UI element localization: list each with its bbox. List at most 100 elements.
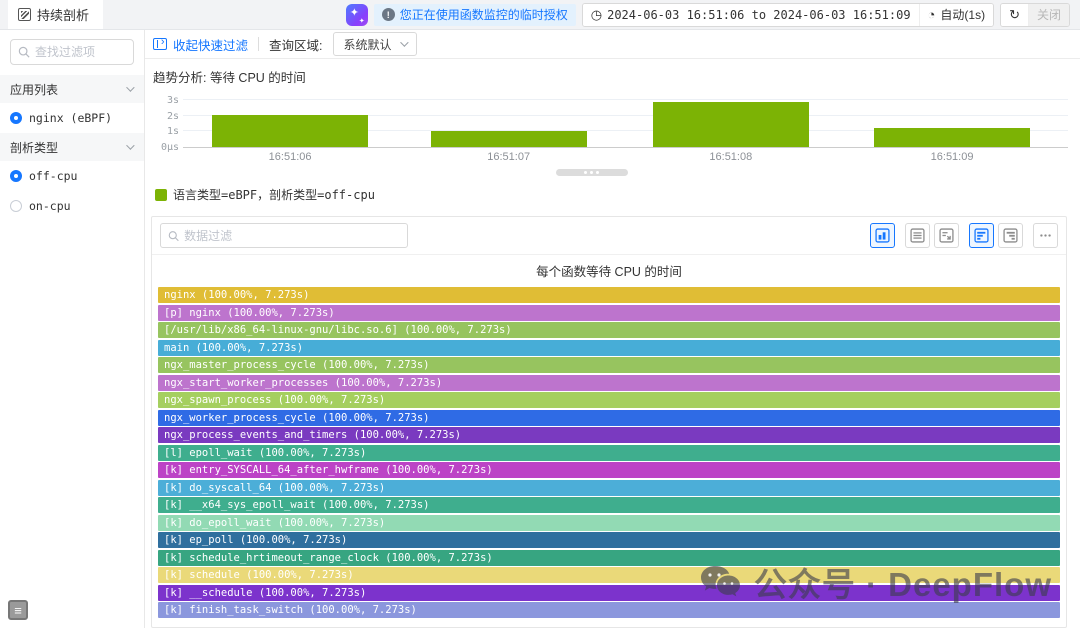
flame-row[interactable]: [/usr/lib/x86_64-linux-gnu/libc.so.6] (1… — [158, 322, 1060, 338]
divider — [258, 37, 260, 51]
sidebar-section-header[interactable]: 应用列表 — [0, 75, 144, 103]
ellipsis-icon — [1038, 228, 1053, 243]
refresh-button[interactable]: ↻ — [1001, 3, 1028, 26]
ai-assistant-button[interactable]: ✦ ✦ — [345, 3, 368, 26]
legend-label: 语言类型=eBPF，剖析类型=off-cpu — [173, 188, 375, 202]
chart-scrollbar[interactable] — [555, 169, 628, 176]
flame-row[interactable]: ngx_start_worker_processes (100.00%, 7.2… — [158, 374, 1060, 391]
flame-row[interactable]: main (100.00%, 7.273s) — [158, 339, 1060, 356]
flame-row[interactable]: [k] __x64_sys_epoll_wait (100.00%, 7.273… — [158, 497, 1060, 513]
flame-row[interactable]: ngx_process_events_and_timers (100.00%, … — [158, 427, 1060, 443]
region-select[interactable]: 系统默认 — [332, 32, 417, 56]
flame-row[interactable]: [p] nginx (100.00%, 7.273s) — [158, 304, 1060, 321]
sidebar: 应用列表 nginx (eBPF) 剖析类型 off-cpu on-cpu ≡ — [0, 30, 145, 628]
data-filter-search[interactable] — [160, 223, 408, 248]
sidebar-search-input[interactable] — [35, 45, 126, 59]
flame-row[interactable]: [k] do_syscall_64 (100.00%, 7.273s) — [158, 479, 1060, 496]
y-tick-label: 2s — [166, 110, 179, 122]
trend-bar-16:51:09[interactable] — [874, 128, 1030, 147]
flame-row[interactable]: nginx (100.00%, 7.273s) — [158, 287, 1060, 303]
sidebar-item-on-cpu[interactable]: on-cpu — [0, 191, 144, 221]
sparkle-small-icon: ✦ — [358, 17, 365, 25]
gridline — [183, 99, 1068, 100]
flame-row[interactable]: [k] finish_task_switch (100.00%, 7.273s) — [158, 602, 1060, 618]
data-filter-input[interactable] — [184, 228, 400, 243]
shortcut-panel-button[interactable]: ≡ — [8, 600, 28, 620]
dot-icon — [584, 171, 588, 174]
tab-label: 持续剖析 — [37, 8, 90, 23]
flame-row[interactable]: [k] __schedule (100.00%, 7.273s) — [158, 584, 1060, 601]
flame-graph-title: 每个函数等待 CPU 的时间 — [536, 265, 682, 279]
item-label: on-cpu — [29, 199, 71, 213]
pivot-view-button[interactable] — [934, 223, 959, 248]
sidebar-item-nginx-ebpf-[interactable]: nginx (eBPF) — [0, 103, 144, 133]
trend-bar-16:51:06[interactable] — [212, 114, 368, 147]
table-view-button[interactable] — [905, 223, 930, 248]
trend-y-axis: 0µs 1s 2s 3s — [153, 95, 183, 153]
flame-row[interactable]: ngx_master_process_cycle (100.00%, 7.273… — [158, 357, 1060, 373]
x-tick-label: 16:51:07 — [487, 151, 531, 163]
align-right-icon — [1003, 228, 1018, 243]
sidebar-sections: 应用列表 nginx (eBPF) 剖析类型 off-cpu on-cpu — [0, 75, 144, 221]
radio-icon[interactable] — [10, 170, 22, 182]
flame-row[interactable]: [k] schedule (100.00%, 7.273s) — [158, 567, 1060, 583]
refresh-icon: ↻ — [1009, 6, 1020, 22]
collapse-quick-filter-label: 收起快速过滤 — [173, 38, 249, 53]
profiling-icon — [18, 8, 31, 21]
trend-bar-16:51:08[interactable] — [652, 101, 809, 147]
time-control-group: ◷ 2024-06-03 16:51:06 to 2024-06-03 16:5… — [581, 2, 995, 27]
time-range-value: 2024-06-03 16:51:06 to 2024-06-03 16:51:… — [607, 7, 911, 22]
trend-x-axis: 16:51:06 16:51:07 16:51:08 16:51:09 — [183, 148, 1068, 164]
trend-legend-item[interactable]: 语言类型=eBPF，剖析类型=off-cpu — [155, 186, 1068, 203]
auto-refresh-button[interactable]: ◔ 自动(1s) — [918, 3, 994, 26]
flame-panel-toolbar — [152, 217, 1066, 255]
trend-chart: 0µs 1s 2s 3s — [153, 95, 1068, 153]
time-range-button[interactable]: ◷ 2024-06-03 16:51:06 to 2024-06-03 16:5… — [582, 3, 919, 26]
flame-row[interactable]: [k] entry_SYSCALL_64_after_hwframe (100.… — [158, 462, 1060, 478]
sparkle-icon: ✦ — [349, 6, 359, 19]
flame-row[interactable]: [k] ep_poll (100.00%, 7.273s) — [158, 532, 1060, 548]
flame-row[interactable]: [k] schedule_hrtimeout_range_clock (100.… — [158, 549, 1060, 566]
notice-text: 您正在使用函数监控的临时授权 — [399, 8, 568, 22]
view-switch-buttons — [866, 223, 1058, 248]
flame-row[interactable]: ngx_spawn_process (100.00%, 7.273s) — [158, 392, 1060, 408]
main-layout: 应用列表 nginx (eBPF) 剖析类型 off-cpu on-cpu ≡ 收起快速… — [0, 30, 1080, 628]
collapse-panel-icon — [153, 36, 167, 50]
refresh-control-group: ↻ 关闭 — [1000, 2, 1070, 27]
chevron-down-icon — [126, 141, 135, 150]
flame-row[interactable]: [k] do_epoll_wait (100.00%, 7.273s) — [158, 514, 1060, 531]
close-button[interactable]: 关闭 — [1027, 3, 1069, 26]
main-content: 收起快速过滤 查询区域: 系统默认 趋势分析: 等待 CPU 的时间 0µs 1s… — [145, 30, 1080, 628]
y-tick-label: 3s — [166, 95, 179, 106]
dot-icon — [590, 171, 594, 174]
search-icon — [18, 46, 30, 58]
sidebar-search[interactable] — [10, 39, 134, 65]
x-tick-label: 16:51:06 — [268, 151, 312, 163]
trend-bar-16:51:07[interactable] — [430, 130, 587, 147]
flame-panel: 每个函数等待 CPU 的时间 nginx (100.00%, 7.273s)[p… — [151, 216, 1067, 628]
chart-view-button[interactable] — [870, 223, 895, 248]
sidebar-item-off-cpu[interactable]: off-cpu — [0, 161, 144, 191]
trend-plot[interactable] — [183, 96, 1068, 148]
gridline — [183, 130, 1068, 132]
topbar-controls: ✦ ✦ ! 您正在使用函数监控的临时授权 ◷ 2024-06-03 16:51:… — [345, 0, 1080, 29]
flame-align-left-button[interactable] — [969, 223, 994, 248]
sidebar-section-header[interactable]: 剖析类型 — [0, 133, 144, 161]
x-tick-label: 16:51:08 — [709, 151, 753, 163]
radio-icon[interactable] — [10, 112, 22, 124]
more-options-button[interactable] — [1033, 223, 1058, 248]
topbar: 持续剖析 ✦ ✦ ! 您正在使用函数监控的临时授权 ◷ 2024-06-03 1… — [0, 0, 1080, 30]
timer-icon: ◔ — [927, 7, 936, 22]
flame-row[interactable]: ngx_worker_process_cycle (100.00%, 7.273… — [158, 409, 1060, 426]
flame-align-right-button[interactable] — [998, 223, 1023, 248]
chevron-down-icon — [399, 38, 409, 47]
section-label: 剖析类型 — [10, 140, 59, 155]
temporary-license-notice: ! 您正在使用函数监控的临时授权 — [373, 3, 576, 26]
y-tick-label: 0µs — [160, 142, 179, 153]
tab-continuous-profiling[interactable]: 持续剖析 — [8, 0, 104, 29]
collapse-quick-filter-link[interactable]: 收起快速过滤 — [153, 35, 248, 54]
trend-title: 趋势分析: 等待 CPU 的时间 — [153, 71, 306, 85]
flame-row[interactable]: [l] epoll_wait (100.00%, 7.273s) — [158, 444, 1060, 461]
quick-filter-row: 收起快速过滤 查询区域: 系统默认 — [145, 30, 1080, 59]
radio-icon[interactable] — [10, 200, 22, 212]
